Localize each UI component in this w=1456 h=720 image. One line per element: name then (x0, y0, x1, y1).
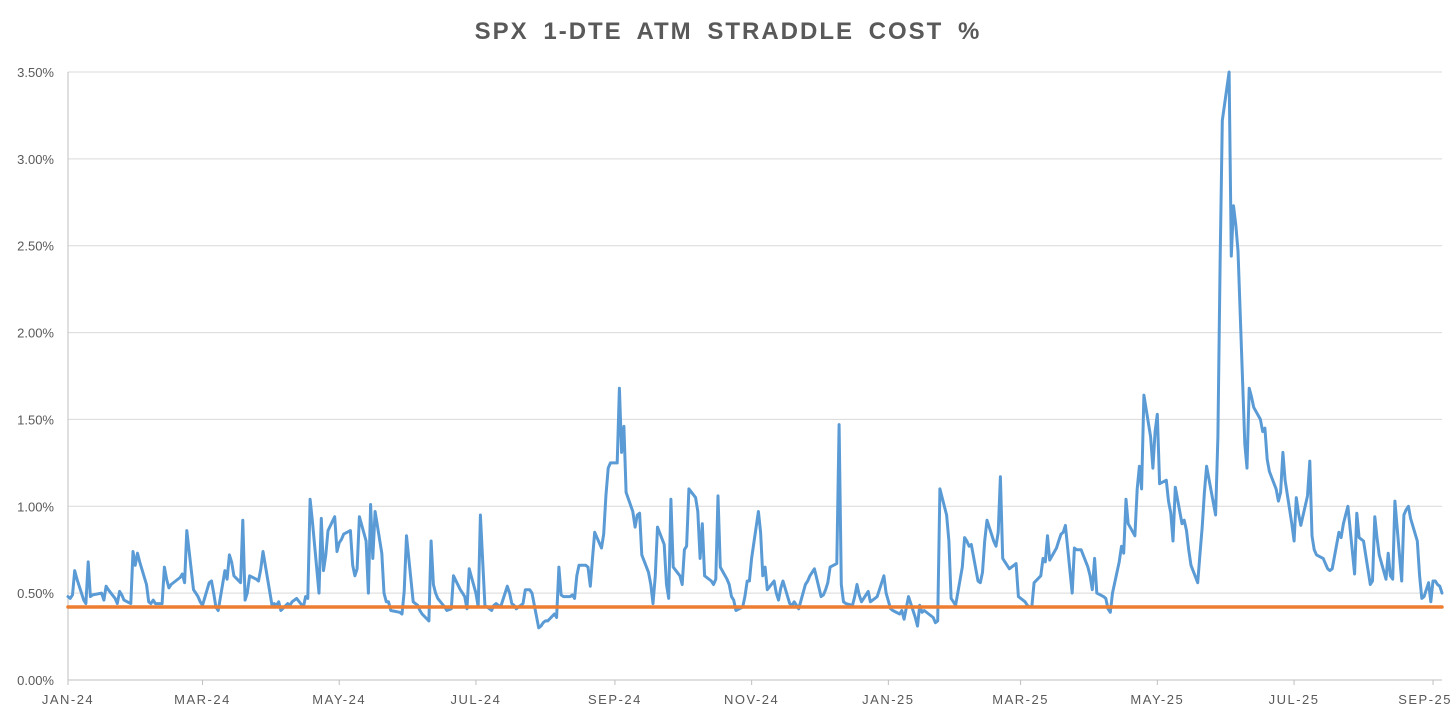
x-tick-label: JUL-25 (1269, 692, 1320, 707)
x-tick-label: SEP-25 (1398, 692, 1452, 707)
x-tick-label: MAR-24 (174, 692, 231, 707)
straddle-cost-line (66, 70, 1444, 630)
x-tick-label: MAY-24 (312, 692, 366, 707)
y-axis-ticks: 0.00% 0.50% 1.00% 1.50% 2.00% 2.50% 3.00% 3.50% (17, 65, 54, 688)
y-tick-label: 2.50% (17, 239, 54, 254)
x-axis-ticks: JAN-24 MAR-24 MAY-24 JUL-24 SEP-24 NOV-24 JAN-… (42, 680, 1452, 707)
chart-title: SPX 1-DTE ATM STRADDLE COST % (474, 18, 982, 45)
grid-lines (68, 71, 1442, 594)
y-tick-label: 0.50% (17, 586, 54, 601)
x-tick-label: NOV-24 (724, 692, 779, 707)
x-tick-label: JUL-24 (450, 692, 501, 707)
y-tick-label: 0.00% (17, 673, 54, 688)
y-tick-label: 3.50% (17, 65, 54, 80)
y-tick-label: 2.00% (17, 326, 54, 341)
x-tick-label: MAR-25 (992, 692, 1049, 707)
y-tick-label: 1.50% (17, 412, 54, 427)
axes (67, 72, 1442, 681)
x-tick-label: JAN-25 (862, 692, 914, 707)
y-tick-label: 1.00% (17, 499, 54, 514)
x-tick-label: JAN-24 (42, 692, 94, 707)
y-tick-label: 3.00% (17, 152, 54, 167)
x-tick-label: MAY-25 (1130, 692, 1184, 707)
series-lines (66, 70, 1444, 630)
x-tick-label: SEP-24 (588, 692, 642, 707)
